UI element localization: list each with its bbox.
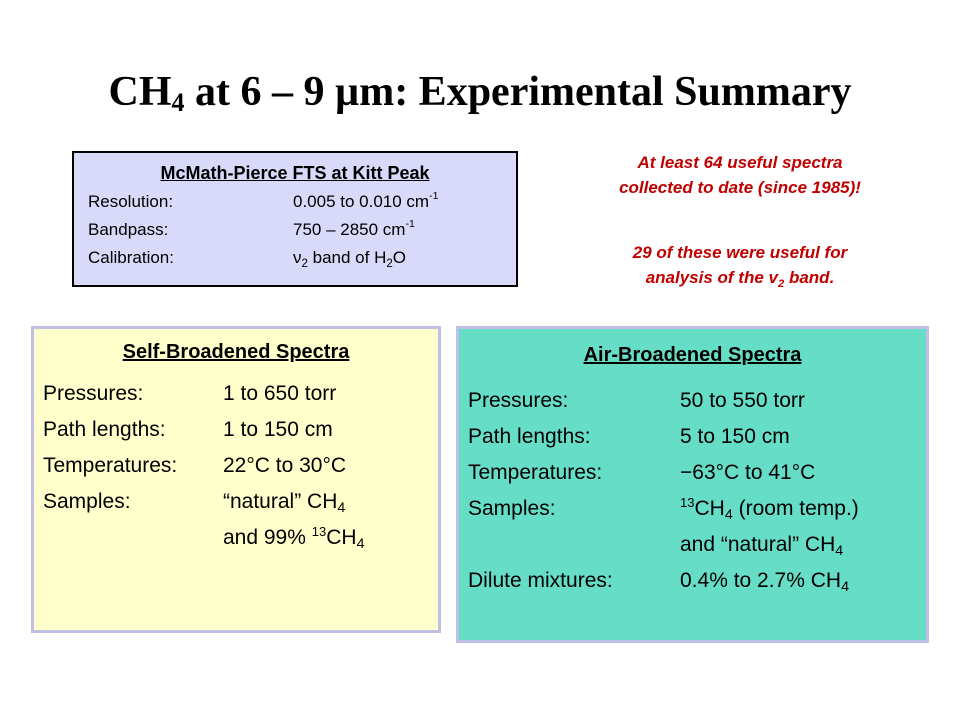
self-samples-row-2: and 99% 13CH4 (223, 524, 365, 552)
calibration-label: Calibration: (88, 248, 174, 267)
fts-heading: McMath-Pierce FTS at Kitt Peak (160, 163, 430, 183)
self-temperatures-row: Temperatures: 22°C to 30°C (43, 454, 347, 477)
resolution-value: 0.005 to 0.010 cm-1 (293, 190, 439, 211)
fts-bandpass-row: Bandpass: 750 – 2850 cm-1 (74, 216, 516, 244)
resolution-label: Resolution: (88, 192, 174, 211)
bandpass-label: Bandpass: (88, 220, 169, 239)
spectra-count-note: At least 64 useful spectra collected to … (619, 153, 861, 197)
air-path-lengths-row: Path lengths: 5 to 150 cm (468, 425, 790, 448)
fts-calibration-row: Calibration: ν2 band of H2O (74, 244, 516, 272)
air-temperatures-row: Temperatures: −63°C to 41°C (468, 461, 816, 484)
self-broadened-box: Self-Broadened Spectra Pressures: 1 to 6… (31, 326, 441, 633)
fts-resolution-row: Resolution: 0.005 to 0.010 cm-1 (74, 188, 516, 216)
calibration-value: ν2 band of H2O (293, 248, 407, 270)
air-samples-row: Samples: 13CH4 (room temp.) (468, 495, 859, 523)
air-broadened-heading: Air-Broadened Spectra (583, 344, 802, 366)
fts-info-box: McMath-Pierce FTS at Kitt Peak Resolutio… (72, 151, 518, 287)
self-samples-row: Samples: “natural” CH4 (43, 490, 346, 516)
air-pressures-row: Pressures: 50 to 550 torr (468, 389, 805, 412)
air-samples-row-2: and “natural” CH4 (680, 533, 844, 559)
air-broadened-box: Air-Broadened Spectra Pressures: 50 to 5… (456, 326, 929, 643)
v2-band-note: 29 of these were useful for analysis of … (632, 243, 848, 290)
self-broadened-heading: Self-Broadened Spectra (122, 341, 350, 363)
self-pressures-row: Pressures: 1 to 650 torr (43, 382, 337, 405)
air-dilute-row: Dilute mixtures: 0.4% to 2.7% CH4 (468, 569, 850, 595)
self-path-lengths-row: Path lengths: 1 to 150 cm (43, 418, 333, 441)
slide-title: CH4 at 6 – 9 µm: Experimental Summary (108, 69, 852, 117)
bandpass-value: 750 – 2850 cm-1 (293, 218, 415, 239)
